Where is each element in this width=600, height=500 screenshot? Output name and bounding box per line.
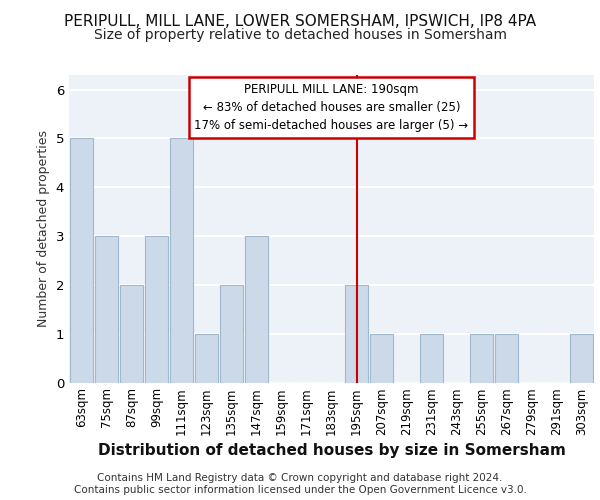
- Text: PERIPULL MILL LANE: 190sqm
← 83% of detached houses are smaller (25)
17% of semi: PERIPULL MILL LANE: 190sqm ← 83% of deta…: [194, 82, 469, 132]
- Bar: [495, 334, 518, 382]
- Bar: [370, 334, 393, 382]
- X-axis label: Distribution of detached houses by size in Somersham: Distribution of detached houses by size …: [98, 444, 565, 458]
- Bar: [220, 285, 243, 382]
- Bar: [120, 285, 143, 382]
- Text: Contains HM Land Registry data © Crown copyright and database right 2024.
Contai: Contains HM Land Registry data © Crown c…: [74, 474, 526, 495]
- Bar: [420, 334, 443, 382]
- Bar: [170, 138, 193, 382]
- Bar: [245, 236, 268, 382]
- Text: Size of property relative to detached houses in Somersham: Size of property relative to detached ho…: [94, 28, 506, 42]
- Bar: [70, 138, 93, 382]
- Bar: [195, 334, 218, 382]
- Text: PERIPULL, MILL LANE, LOWER SOMERSHAM, IPSWICH, IP8 4PA: PERIPULL, MILL LANE, LOWER SOMERSHAM, IP…: [64, 14, 536, 29]
- Bar: [145, 236, 168, 382]
- Bar: [95, 236, 118, 382]
- Bar: [345, 285, 368, 382]
- Bar: [470, 334, 493, 382]
- Y-axis label: Number of detached properties: Number of detached properties: [37, 130, 50, 327]
- Bar: [570, 334, 593, 382]
